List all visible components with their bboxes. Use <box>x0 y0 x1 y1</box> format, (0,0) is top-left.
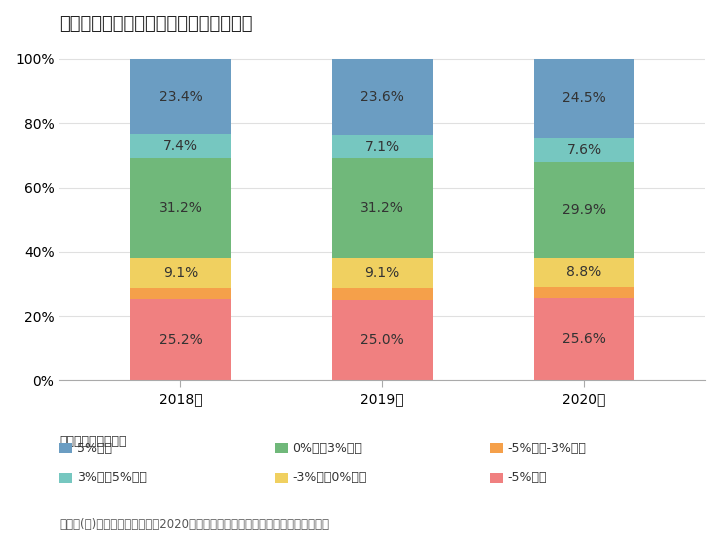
Text: 7.1%: 7.1% <box>364 139 400 153</box>
Text: 24.5%: 24.5% <box>562 91 606 105</box>
Text: 5%以上: 5%以上 <box>77 442 112 455</box>
Bar <box>534 298 634 380</box>
Text: 3%以上5%未満: 3%以上5%未満 <box>77 471 147 484</box>
Text: 休廃業・解散企業の売上高当期純利益率: 休廃業・解散企業の売上高当期純利益率 <box>59 15 253 33</box>
Bar <box>534 287 634 298</box>
Text: 23.6%: 23.6% <box>360 90 404 104</box>
Text: 売上高当期純利益率: 売上高当期純利益率 <box>59 435 127 448</box>
Bar <box>130 299 231 380</box>
Text: -5%未満: -5%未満 <box>508 471 547 484</box>
Text: 0%以上3%未満: 0%以上3%未満 <box>292 442 362 455</box>
Text: 25.6%: 25.6% <box>562 332 606 346</box>
Bar <box>130 59 231 134</box>
Bar <box>332 59 433 135</box>
Text: 31.2%: 31.2% <box>360 201 404 215</box>
Text: 9.1%: 9.1% <box>364 266 400 280</box>
Bar <box>332 158 433 258</box>
Bar <box>130 258 231 287</box>
Text: 25.0%: 25.0% <box>360 333 404 347</box>
Bar <box>534 258 634 287</box>
Text: 31.2%: 31.2% <box>158 201 202 215</box>
Bar <box>332 300 433 380</box>
Bar <box>130 158 231 258</box>
Text: 8.8%: 8.8% <box>567 265 602 279</box>
Bar <box>130 134 231 158</box>
Bar <box>332 258 433 287</box>
Bar <box>534 162 634 258</box>
Bar <box>534 138 634 162</box>
Text: 29.9%: 29.9% <box>562 203 606 217</box>
Text: 25.2%: 25.2% <box>158 333 202 347</box>
Text: 9.1%: 9.1% <box>163 266 198 280</box>
Bar <box>534 59 634 138</box>
Text: 資料：(株)東京商工リサーチ「2020年「休廃業・解散企業」動向調査」再編加工: 資料：(株)東京商工リサーチ「2020年「休廃業・解散企業」動向調査」再編加工 <box>59 518 329 531</box>
Text: 23.4%: 23.4% <box>158 90 202 104</box>
Text: -3%以上0%未満: -3%以上0%未満 <box>292 471 367 484</box>
Text: -5%以上-3%未満: -5%以上-3%未満 <box>508 442 587 455</box>
Bar <box>332 135 433 158</box>
Text: 7.6%: 7.6% <box>567 143 601 157</box>
Bar <box>332 287 433 300</box>
Bar <box>130 287 231 299</box>
Text: 7.4%: 7.4% <box>163 139 198 153</box>
